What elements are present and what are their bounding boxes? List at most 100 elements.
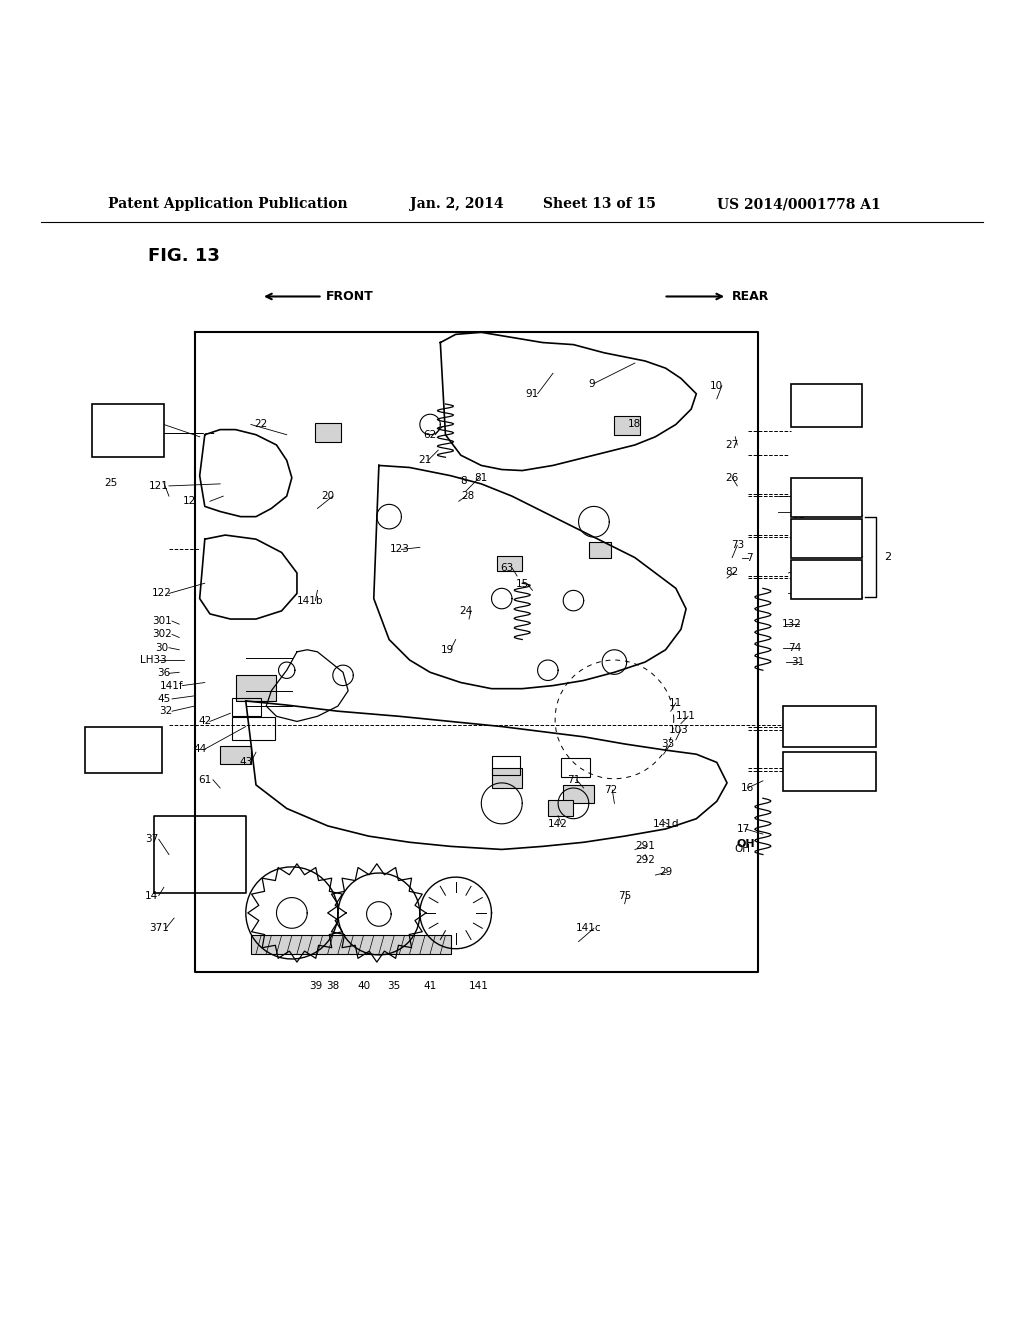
Text: 9: 9: [589, 379, 595, 388]
Text: 92: 92: [793, 510, 805, 520]
Bar: [315, 424, 341, 442]
Text: 93: 93: [793, 491, 805, 502]
Text: Sheet 13 of 15: Sheet 13 of 15: [543, 197, 655, 211]
Text: IH4: IH4: [113, 744, 133, 754]
Text: LH33: LH33: [140, 655, 167, 665]
Text: 35: 35: [388, 981, 400, 990]
Text: 2: 2: [884, 552, 891, 561]
Text: OH: OH: [736, 840, 755, 849]
Text: 132: 132: [781, 619, 802, 630]
Bar: [236, 676, 276, 701]
Text: 13: 13: [793, 589, 805, 598]
Text: 10: 10: [711, 380, 723, 391]
Bar: [251, 936, 451, 954]
Text: 122: 122: [152, 589, 172, 598]
Bar: [548, 800, 573, 816]
Text: 291: 291: [635, 841, 655, 851]
Text: 63: 63: [501, 562, 513, 573]
Text: 20: 20: [322, 491, 334, 502]
Text: ACT: ACT: [827, 718, 852, 729]
Bar: [589, 543, 611, 557]
Text: Jan. 2, 2014: Jan. 2, 2014: [410, 197, 503, 211]
Text: FIG. 13: FIG. 13: [148, 247, 220, 264]
Text: Patent Application Publication: Patent Application Publication: [108, 197, 347, 211]
Text: IH3: IH3: [130, 414, 146, 424]
Bar: [497, 556, 522, 572]
Text: 292: 292: [635, 854, 655, 865]
Text: 16: 16: [741, 783, 754, 793]
Bar: [492, 767, 522, 788]
Bar: [791, 478, 862, 516]
Text: 75: 75: [618, 891, 631, 900]
Bar: [232, 698, 261, 717]
Text: 17: 17: [737, 824, 750, 834]
Text: OH: OH: [734, 845, 751, 854]
Text: 37: 37: [145, 834, 158, 845]
Text: 141f: 141f: [160, 681, 184, 690]
Text: 81: 81: [475, 473, 487, 483]
Bar: [232, 717, 275, 741]
Text: 31: 31: [792, 657, 804, 667]
Text: 18: 18: [629, 420, 641, 429]
Text: 141d: 141d: [652, 818, 679, 829]
Text: 15: 15: [516, 579, 528, 589]
Bar: [492, 756, 520, 775]
Text: 21: 21: [419, 455, 431, 466]
Bar: [561, 758, 590, 776]
Text: 62: 62: [424, 430, 436, 440]
Text: 71: 71: [567, 775, 580, 785]
Text: 26: 26: [726, 473, 738, 483]
Bar: [783, 706, 876, 747]
Text: ACT: ACT: [829, 709, 850, 718]
Text: 141c: 141c: [575, 923, 602, 933]
Text: 30: 30: [156, 643, 168, 652]
Text: 4: 4: [826, 565, 833, 576]
Text: 39: 39: [309, 981, 322, 990]
Text: 103: 103: [669, 725, 689, 735]
Text: IH3: IH3: [100, 425, 121, 434]
Text: 11: 11: [670, 698, 682, 708]
Text: 24: 24: [460, 606, 472, 616]
Text: 38: 38: [327, 981, 339, 990]
Text: 23: 23: [796, 562, 808, 573]
Bar: [92, 404, 164, 457]
Text: 14: 14: [145, 891, 158, 900]
Bar: [614, 416, 640, 434]
Text: FRONT: FRONT: [326, 290, 374, 304]
Text: 28: 28: [462, 491, 474, 502]
Text: 111: 111: [676, 711, 696, 721]
Text: 42: 42: [199, 717, 211, 726]
Text: 301: 301: [152, 616, 172, 626]
Text: 32: 32: [160, 706, 172, 717]
Text: 22: 22: [255, 420, 267, 429]
Text: 141b: 141b: [297, 595, 324, 606]
Text: 7: 7: [746, 553, 753, 562]
Text: 44: 44: [194, 744, 206, 754]
Text: 121: 121: [148, 480, 169, 491]
Text: 91: 91: [526, 389, 539, 399]
Text: 61: 61: [199, 775, 211, 785]
Bar: [563, 785, 594, 804]
Text: 82: 82: [726, 566, 738, 577]
Text: 25: 25: [104, 478, 117, 488]
Text: US 2014/0001778 A1: US 2014/0001778 A1: [717, 197, 881, 211]
Text: 43: 43: [240, 758, 252, 767]
Text: IH4: IH4: [102, 747, 119, 758]
Text: 29: 29: [659, 867, 672, 876]
Text: 27: 27: [726, 440, 738, 450]
Text: 141: 141: [469, 981, 489, 990]
Text: 72: 72: [604, 785, 616, 795]
Text: 12: 12: [183, 496, 196, 507]
Bar: [220, 746, 251, 764]
Text: 302: 302: [152, 630, 172, 639]
Bar: [85, 726, 162, 772]
Text: 74: 74: [788, 643, 801, 652]
Text: 8: 8: [461, 475, 467, 486]
Text: 36: 36: [158, 668, 170, 678]
Text: REAR: REAR: [732, 290, 769, 304]
Bar: [791, 560, 862, 598]
Text: 40: 40: [357, 981, 370, 990]
Text: 33: 33: [662, 739, 674, 748]
Text: 45: 45: [158, 694, 170, 704]
Bar: [791, 384, 862, 426]
